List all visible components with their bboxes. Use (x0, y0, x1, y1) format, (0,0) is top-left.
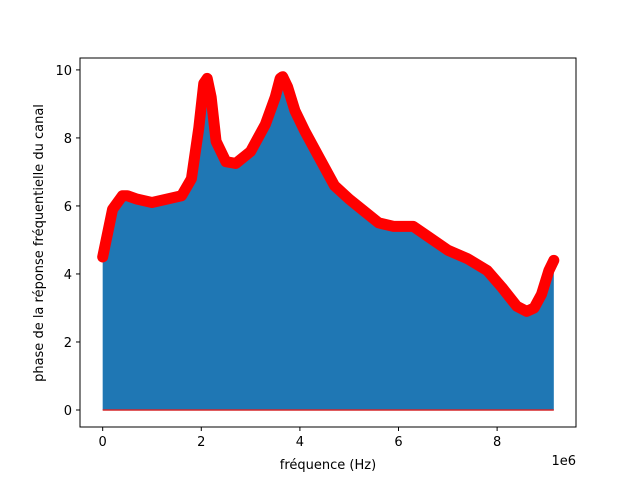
y-tick-label: 6 (64, 200, 72, 215)
x-tick-label: 0 (99, 435, 107, 450)
y-tick-label: 2 (64, 336, 72, 351)
x-tick-label: 6 (394, 435, 402, 450)
axes-frame (79, 57, 577, 428)
area-fill (102, 76, 554, 410)
y-tick-label: 10 (55, 64, 72, 79)
y-tick-label: 8 (64, 132, 72, 147)
plot-area (97, 71, 560, 411)
axis-ticks: 0 2 4 6 8 0 2 4 6 8 10 (55, 64, 501, 450)
x-axis-offset-label: 1e6 (551, 454, 576, 469)
y-tick-label: 0 (64, 404, 72, 419)
series-line (97, 71, 560, 317)
x-axis-label: fréquence (Hz) (280, 458, 376, 473)
y-tick-label: 4 (64, 268, 72, 283)
x-tick-label: 4 (296, 435, 304, 450)
x-tick-label: 8 (493, 435, 501, 450)
y-axis-label: phase de la réponse fréquentielle du can… (32, 104, 47, 382)
x-tick-label: 2 (197, 435, 205, 450)
